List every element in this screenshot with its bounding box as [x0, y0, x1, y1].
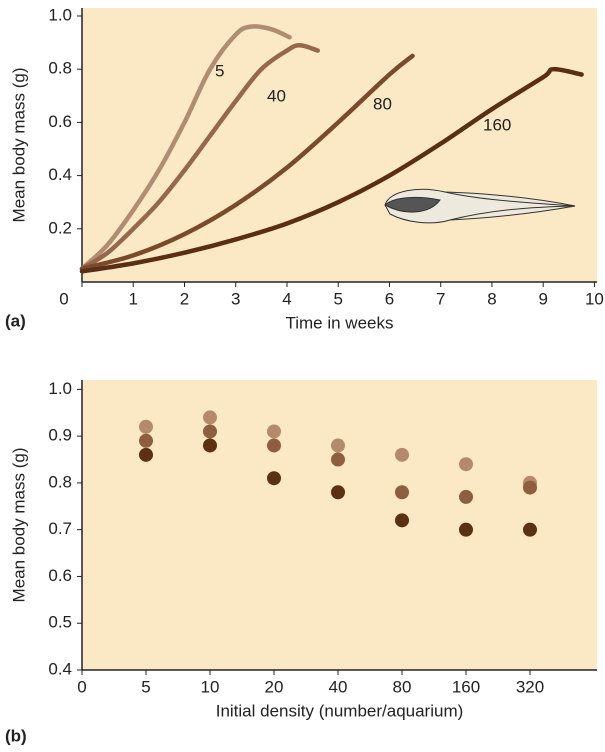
x-tick-label: 7	[436, 289, 445, 308]
x-tick-label: 40	[329, 677, 348, 696]
point	[203, 424, 217, 439]
x-axis-title: Initial density (number/aquarium)	[216, 701, 464, 720]
point	[139, 419, 153, 434]
point	[267, 471, 281, 486]
x-tick-label: 3	[231, 289, 240, 308]
series-label: 80	[373, 94, 392, 113]
y-axis-title: Mean body mass (g)	[9, 68, 28, 223]
point	[459, 522, 473, 537]
point	[395, 513, 409, 528]
y-tick-label: 0.4	[48, 165, 72, 184]
panel-label: (a)	[5, 311, 26, 330]
point	[523, 480, 537, 495]
x-tick-label: 0	[59, 289, 68, 308]
x-tick-label: 320	[516, 677, 544, 696]
y-axis-title: Mean body mass (g)	[9, 448, 28, 603]
y-tick-label: 1.0	[48, 5, 72, 24]
x-tick-label: 4	[282, 289, 291, 308]
x-tick-label: 20	[265, 677, 284, 696]
point	[459, 489, 473, 504]
tadpole	[384, 188, 576, 224]
point	[331, 452, 345, 467]
point	[203, 410, 217, 425]
point	[139, 433, 153, 448]
x-axis-title: Time in weeks	[285, 313, 393, 332]
series-label: 40	[267, 86, 286, 105]
y-tick-label: 1.0	[48, 379, 72, 398]
y-tick-label: 0.8	[48, 472, 72, 491]
point	[203, 438, 217, 453]
point	[267, 438, 281, 453]
x-tick-label: 80	[393, 677, 412, 696]
point	[331, 438, 345, 453]
point	[523, 522, 537, 537]
x-tick-label: 6	[385, 289, 394, 308]
point	[331, 485, 345, 500]
point	[395, 447, 409, 462]
line-series	[79, 53, 415, 271]
x-tick-label: 5	[141, 677, 150, 696]
y-tick-label: 0.7	[48, 519, 72, 538]
panel-label: (b)	[5, 726, 27, 745]
series-label: 5	[215, 61, 224, 80]
y-tick-label: 0.2	[48, 218, 72, 237]
x-tick-label: 8	[487, 289, 496, 308]
x-tick-label: 10	[585, 289, 604, 308]
y-tick-label: 0.4	[48, 659, 72, 678]
point	[395, 485, 409, 500]
series-label: 160	[483, 115, 511, 134]
point	[459, 457, 473, 472]
point	[139, 447, 153, 462]
y-tick-label: 0.9	[48, 426, 72, 445]
x-tick-label: 1	[129, 289, 138, 308]
line-series	[79, 66, 584, 274]
line-series	[79, 24, 292, 271]
x-tick-label: 0	[77, 677, 86, 696]
x-tick-label: 5	[333, 289, 342, 308]
y-tick-label: 0.8	[48, 59, 72, 78]
x-tick-label: 10	[201, 677, 220, 696]
x-tick-label: 160	[452, 677, 480, 696]
x-tick-label: 9	[538, 289, 547, 308]
y-tick-label: 0.6	[48, 566, 72, 585]
plot-bg	[82, 8, 597, 282]
x-tick-label: 2	[180, 289, 189, 308]
y-tick-label: 0.6	[48, 112, 72, 131]
plot-bg	[82, 380, 597, 670]
line-series	[79, 42, 320, 271]
y-tick-label: 0.5	[48, 613, 72, 632]
point	[267, 424, 281, 439]
